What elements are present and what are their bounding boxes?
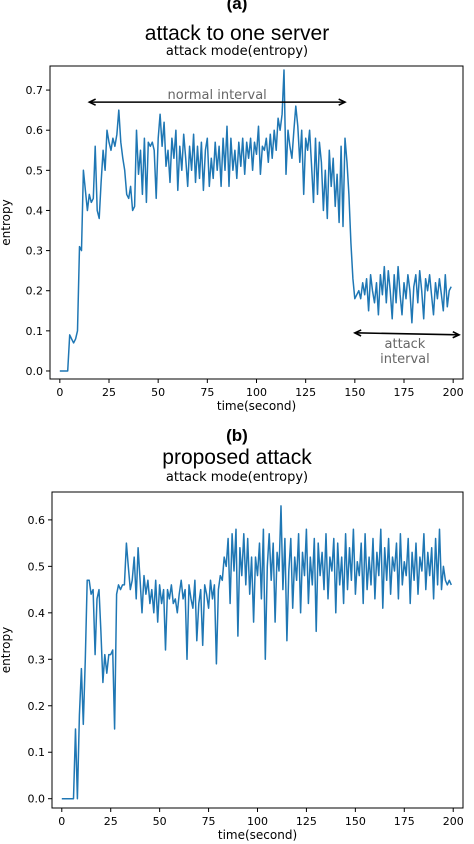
x-tick-label: 100 [246, 386, 267, 399]
x-tick-label: 50 [153, 815, 167, 828]
annotation-arrowhead [87, 98, 96, 106]
x-tick-label: 125 [296, 815, 317, 828]
x-tick-label: 0 [58, 815, 65, 828]
entropy-series-line [61, 505, 452, 800]
annotation-label: normal interval [168, 88, 267, 103]
x-tick-label: 0 [56, 386, 63, 399]
y-tick-label: 0.4 [26, 204, 44, 217]
x-tick-label: 25 [102, 386, 116, 399]
x-tick-label: 25 [104, 815, 118, 828]
annotation-arrowhead [352, 329, 362, 337]
chart-title-a: attack to one server [144, 22, 330, 45]
x-axis-label: time(second) [218, 828, 297, 842]
x-tick-label: 150 [344, 386, 365, 399]
annotation-arrowhead [452, 330, 461, 339]
y-tick-label: 0.1 [26, 325, 44, 338]
x-tick-label: 175 [394, 386, 415, 399]
x-tick-label: 75 [202, 815, 216, 828]
entropy-chart-a: 0 25 50 75 100 125 150 175 200 0.0 0.1 0.2 0.3 0.4 0.5… [0, 65, 464, 413]
y-tick-label: 0.3 [28, 653, 46, 666]
y-axis-label: entropy [0, 199, 13, 245]
y-tick-label: 0.4 [28, 607, 46, 620]
panel-label-a: (a) [226, 0, 248, 13]
x-tick-label: 175 [394, 815, 415, 828]
annotation-arrow [354, 332, 460, 336]
y-axis-label: entropy [0, 627, 13, 673]
annotation-label: attack interval [380, 337, 430, 367]
y-tick-label: 0.6 [26, 124, 44, 137]
panel-b: (b) proposed attack attack mode(entropy)… [0, 422, 474, 844]
entropy-series-line [59, 69, 452, 372]
y-tick-label: 0.7 [26, 84, 44, 97]
y-tick-label: 0.2 [28, 700, 46, 713]
y-tick-label: 0.0 [28, 793, 46, 806]
plot-frame [49, 65, 464, 380]
x-tick-label: 125 [295, 386, 316, 399]
y-tick-label: 0.6 [28, 514, 46, 527]
chart-title-b: proposed attack [162, 446, 312, 469]
x-tick-label: 50 [151, 386, 165, 399]
y-tick-label: 0.5 [26, 164, 44, 177]
y-tick-label: 0.5 [28, 560, 46, 573]
x-tick-label: 75 [200, 386, 214, 399]
x-tick-label: 200 [443, 386, 464, 399]
annotation-arrowhead [338, 98, 347, 106]
x-tick-label: 150 [345, 815, 366, 828]
x-tick-label: 100 [247, 815, 268, 828]
x-axis-label: time(second) [217, 399, 296, 413]
y-tick-label: 0.3 [26, 245, 44, 258]
chart-subtitle-a: attack mode(entropy) [165, 44, 309, 59]
y-tick-label: 0.2 [26, 285, 44, 298]
y-tick-label: 0.0 [26, 365, 44, 378]
y-tick-label: 0.1 [28, 746, 46, 759]
entropy-chart-b: 0 25 50 75 100 125 150 175 200 0.0 0.1 0.2 0.3 0.4 0.5… [0, 491, 464, 842]
x-tick-label: 200 [443, 815, 464, 828]
panel-a: (a) attack to one server attack mode(ent… [0, 0, 464, 413]
panel-label-b: (b) [226, 426, 248, 445]
chart-subtitle-b: attack mode(entropy) [165, 470, 309, 485]
